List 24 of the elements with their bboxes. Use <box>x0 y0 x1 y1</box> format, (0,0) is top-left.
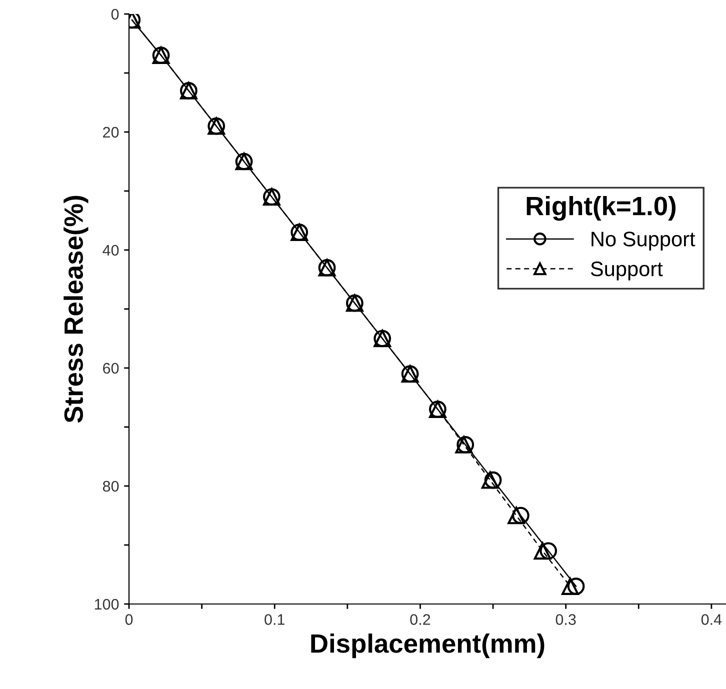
point <box>540 542 558 560</box>
point <box>484 471 502 489</box>
point <box>512 506 530 524</box>
legend-label: Support <box>590 262 663 280</box>
x-tick-label: 0.4 <box>701 614 722 625</box>
y-axis-title: Stress Release(%) <box>64 196 88 423</box>
y-tick-label: 0 <box>111 8 119 20</box>
y-tick-label: 60 <box>103 362 119 374</box>
point <box>481 471 499 489</box>
x-tick-label: 0.1 <box>264 614 284 625</box>
legend-label: No Support <box>592 232 696 251</box>
point <box>534 542 552 560</box>
point <box>562 578 579 595</box>
x-tick-label: 0.3 <box>556 614 576 625</box>
point <box>508 506 526 524</box>
x-tick-label: 0.2 <box>410 614 430 625</box>
y-tick-label: 80 <box>102 480 119 492</box>
point <box>567 578 585 595</box>
y-tick-label: 40 <box>102 244 119 256</box>
x-tick-label: 0 <box>125 614 133 625</box>
x-axis-title: Displacement(mm) <box>311 634 544 658</box>
legend-title: Right(k=1.0) <box>526 196 676 221</box>
y-tick-label: 20 <box>103 126 119 138</box>
y-tick-label: 100 <box>94 598 119 610</box>
